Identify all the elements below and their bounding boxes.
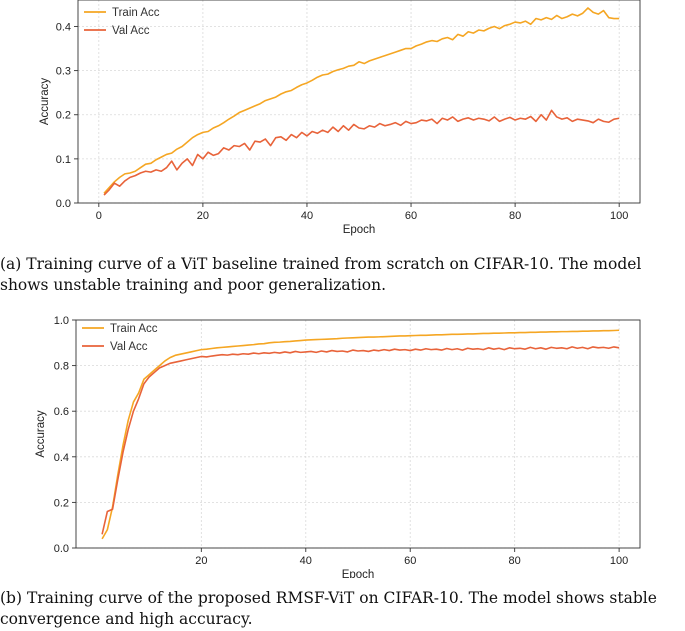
chart-a-ytick-label-2: 0.2	[56, 110, 71, 122]
chart-a: 0 20 40 60 80 100 0.0 0.1 0.2 0.3 0.4 Epoch Accuracy…	[39, 0, 641, 236]
chart-b-xtick-label-1: 40	[300, 555, 312, 567]
chart-b: 20 40 60 80 100 0.0 0.2 0.4 0.6 0.8 1.0 Epoch Accura…	[35, 315, 641, 578]
caption-a: (a) Training curve of a ViT baseline tra…	[0, 255, 642, 294]
chart-a-xtick-label-1: 20	[197, 210, 209, 222]
chart-panel-b: 20 40 60 80 100 0.0 0.2 0.4 0.6 0.8 1.0 Epoch Accura…	[0, 308, 685, 578]
chart-a-xlabel: Epoch	[343, 224, 376, 236]
chart-b-xlabel: Epoch	[342, 569, 375, 578]
chart-b-ylabel: Accuracy	[35, 410, 47, 458]
chart-b-ytick-label-0: 0.0	[54, 543, 69, 555]
caption-b: (b) Training curve of the proposed RMSF-…	[0, 589, 657, 628]
chart-b-legend-label-1: Val Acc	[110, 341, 148, 353]
chart-a-xtick-label-3: 60	[405, 210, 417, 222]
chart-b-xtick-label-4: 100	[610, 555, 628, 567]
chart-panel-a: 0 20 40 60 80 100 0.0 0.1 0.2 0.3 0.4 Epoch Accuracy…	[0, 0, 685, 240]
chart-b-ytick-label-5: 1.0	[54, 315, 69, 327]
chart-a-ytick-label-0: 0.0	[56, 198, 71, 210]
chart-a-xtick-label-2: 40	[301, 210, 313, 222]
chart-b-axes-frame	[75, 319, 641, 549]
chart-a-legend-label-1: Val Acc	[112, 25, 150, 37]
chart-a-series-train	[103, 7, 620, 194]
chart-a-ytick-label-1: 0.1	[56, 154, 71, 166]
chart-a-xtick-label-0: 0	[96, 210, 102, 222]
chart-b-ytick-label-1: 0.2	[54, 497, 69, 509]
chart-a-series-val	[103, 109, 620, 196]
chart-b-ytick-label-2: 0.4	[54, 452, 69, 464]
chart-b-ytick-label-3: 0.6	[54, 406, 69, 418]
chart-a-ytick-label-4: 0.4	[56, 21, 71, 33]
chart-a-xtick-label-4: 80	[509, 210, 521, 222]
chart-b-series-val	[101, 346, 620, 535]
chart-a-xtick-label-5: 100	[610, 210, 628, 222]
chart-a-axes-frame	[77, 0, 641, 204]
chart-b-series-train	[101, 329, 620, 540]
chart-a-legend-label-0: Train Acc	[112, 7, 160, 19]
chart-b-xtick-label-3: 80	[509, 555, 521, 567]
chart-b-legend-label-0: Train Acc	[110, 323, 158, 335]
chart-b-xtick-label-2: 60	[404, 555, 416, 567]
chart-a-ylabel: Accuracy	[39, 78, 51, 126]
chart-b-ytick-label-4: 0.8	[54, 361, 69, 373]
chart-a-ytick-label-3: 0.3	[56, 66, 71, 78]
chart-b-xtick-label-0: 20	[195, 555, 207, 567]
